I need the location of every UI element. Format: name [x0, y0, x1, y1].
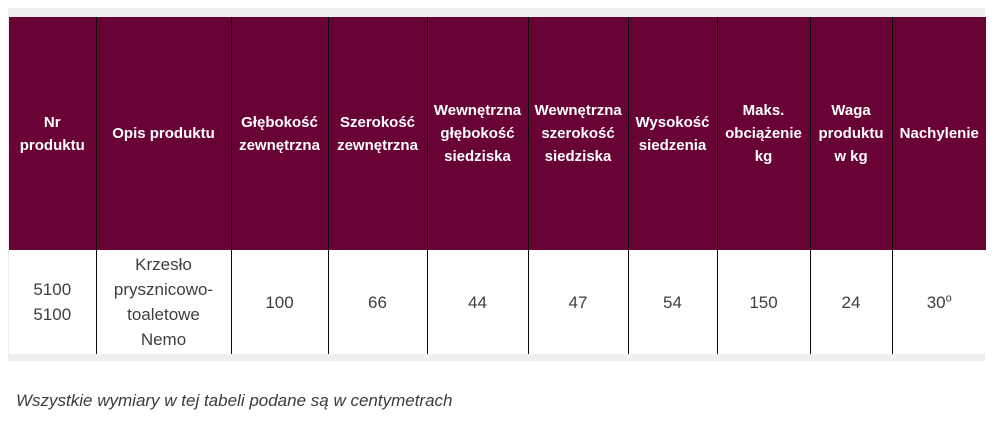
spec-table-frame: Nr produktu Opis produktu Głębokość zewn…: [8, 8, 986, 361]
cell-wewnetrzna-glebokosc-siedziska: 44: [426, 250, 528, 354]
col-header-waga-produktu-w-kg: Waga produktu w kg: [809, 17, 892, 250]
cell-opis-produktu: Krzesło prysznicowo-toaletowe Nemo: [95, 250, 231, 354]
cell-glebokosc-zewnetrzna: 100: [230, 250, 328, 354]
col-header-wewnetrzna-glebokosc-siedziska: Wewnętrzna głębokość siedziska: [426, 17, 528, 250]
cell-nr-produktu: 5100 5100: [9, 250, 96, 354]
cell-maks-obciazenie-kg: 150: [716, 250, 810, 354]
cell-wysokosc-siedzenia: 54: [627, 250, 717, 354]
col-header-glebokosc-zewnetrzna: Głębokość zewnętrzna: [230, 17, 328, 250]
cell-szerokosc-zewnetrzna: 66: [327, 250, 427, 354]
spec-table: Nr produktu Opis produktu Głębokość zewn…: [9, 17, 986, 354]
col-header-opis-produktu: Opis produktu: [95, 17, 231, 250]
col-header-wewnetrzna-szerokosc-siedziska: Wewnętrzna szerokość siedziska: [527, 17, 628, 250]
footnote: Wszystkie wymiary w tej tabeli podane są…: [16, 391, 453, 410]
cell-waga-produktu-w-kg: 24: [809, 250, 892, 354]
col-header-szerokosc-zewnetrzna: Szerokość zewnętrzna: [327, 17, 427, 250]
col-header-nr-produktu: Nr produktu: [9, 17, 96, 250]
cell-nachylenie: 30o: [891, 250, 986, 354]
page: Nr produktu Opis produktu Głębokość zewn…: [8, 8, 986, 410]
table-row: 5100 5100 Krzesło prysznicowo-toaletowe …: [9, 250, 986, 354]
nachylenie-sup: o: [945, 291, 952, 304]
col-header-nachylenie: Nachylenie: [891, 17, 986, 250]
table-header-row: Nr produktu Opis produktu Głębokość zewn…: [9, 17, 986, 250]
cell-wewnetrzna-szerokosc-siedziska: 47: [527, 250, 628, 354]
nachylenie-value: 30: [926, 292, 946, 312]
col-header-wysokosc-siedzenia: Wysokość siedzenia: [627, 17, 717, 250]
col-header-maks-obciazenie-kg: Maks. obciążenie kg: [716, 17, 810, 250]
